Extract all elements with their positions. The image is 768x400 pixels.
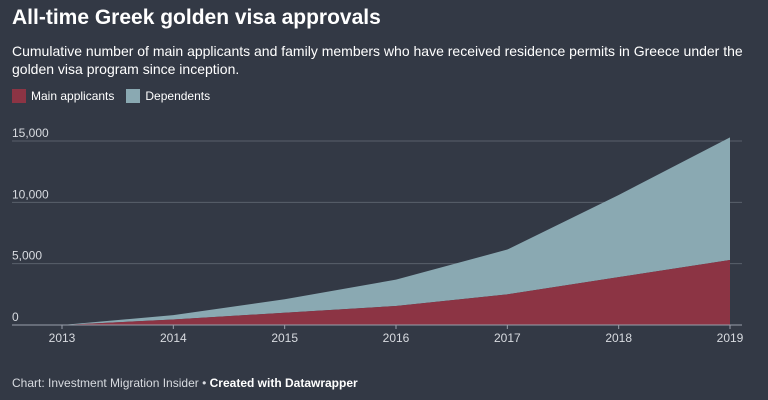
chart-title: All-time Greek golden visa approvals: [12, 6, 381, 29]
x-tick-label-6: 2019: [717, 331, 744, 345]
footer-source: Chart: Investment Migration Insider: [12, 376, 199, 390]
chart-footer: Chart: Investment Migration Insider • Cr…: [12, 376, 358, 390]
x-tick-label-4: 2017: [494, 331, 521, 345]
legend-label-main-applicants: Main applicants: [31, 89, 115, 103]
legend-swatch-main-applicants: [12, 89, 26, 103]
area-main-applicants: [62, 259, 730, 325]
legend-item-main-applicants: Main applicants: [12, 89, 114, 103]
x-tick-label-0: 2013: [49, 331, 76, 345]
footer-separator: •: [202, 376, 207, 390]
y-tick-label-2: 10,000: [12, 187, 49, 201]
area-dependents: [62, 137, 730, 325]
legend-label-dependents: Dependents: [145, 89, 211, 103]
y-tick-label-1: 5,000: [12, 249, 42, 263]
legend: Main applicants Dependents: [12, 89, 210, 103]
y-tick-label-0: 0: [12, 310, 19, 324]
y-tick-label-3: 15,000: [12, 126, 49, 140]
footer-credit: Created with Datawrapper: [209, 376, 358, 390]
x-tick-label-2: 2015: [271, 331, 298, 345]
x-tick-label-5: 2018: [605, 331, 632, 345]
legend-item-dependents: Dependents: [126, 89, 210, 103]
x-tick-label-1: 2014: [160, 331, 187, 345]
x-tick-label-3: 2016: [383, 331, 410, 345]
legend-swatch-dependents: [126, 89, 141, 103]
chart-subtitle: Cumulative number of main applicants and…: [12, 43, 743, 77]
